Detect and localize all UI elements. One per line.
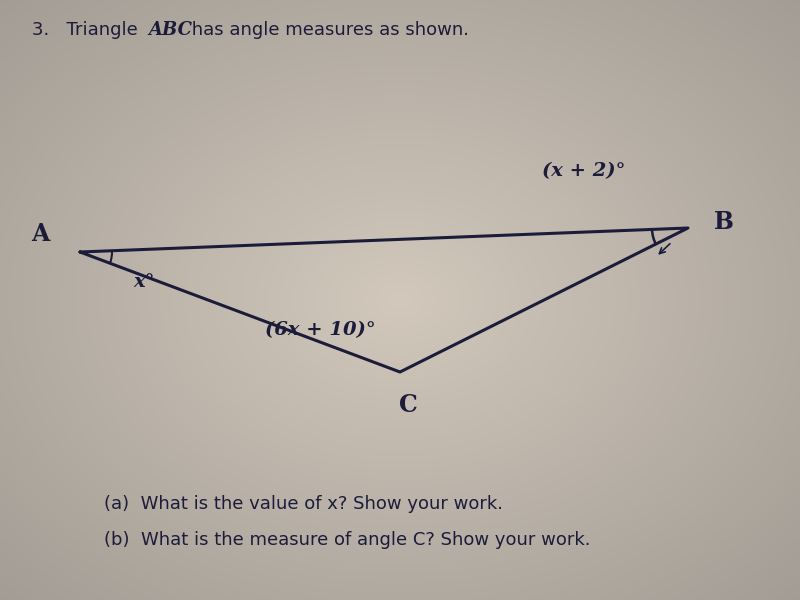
Text: (a)  What is the value of x? Show your work.: (a) What is the value of x? Show your wo… xyxy=(104,495,503,513)
Text: A: A xyxy=(31,222,49,246)
Text: ABC: ABC xyxy=(148,21,192,39)
Text: x°: x° xyxy=(134,273,154,291)
Text: (6x + 10)°: (6x + 10)° xyxy=(265,321,375,339)
Text: (b)  What is the measure of angle C? Show your work.: (b) What is the measure of angle C? Show… xyxy=(104,531,590,549)
Text: B: B xyxy=(714,210,734,234)
Text: C: C xyxy=(398,393,418,417)
Text: 3.   Triangle: 3. Triangle xyxy=(32,21,143,39)
Text: (x + 2)°: (x + 2)° xyxy=(542,162,626,180)
Text: has angle measures as shown.: has angle measures as shown. xyxy=(186,21,470,39)
